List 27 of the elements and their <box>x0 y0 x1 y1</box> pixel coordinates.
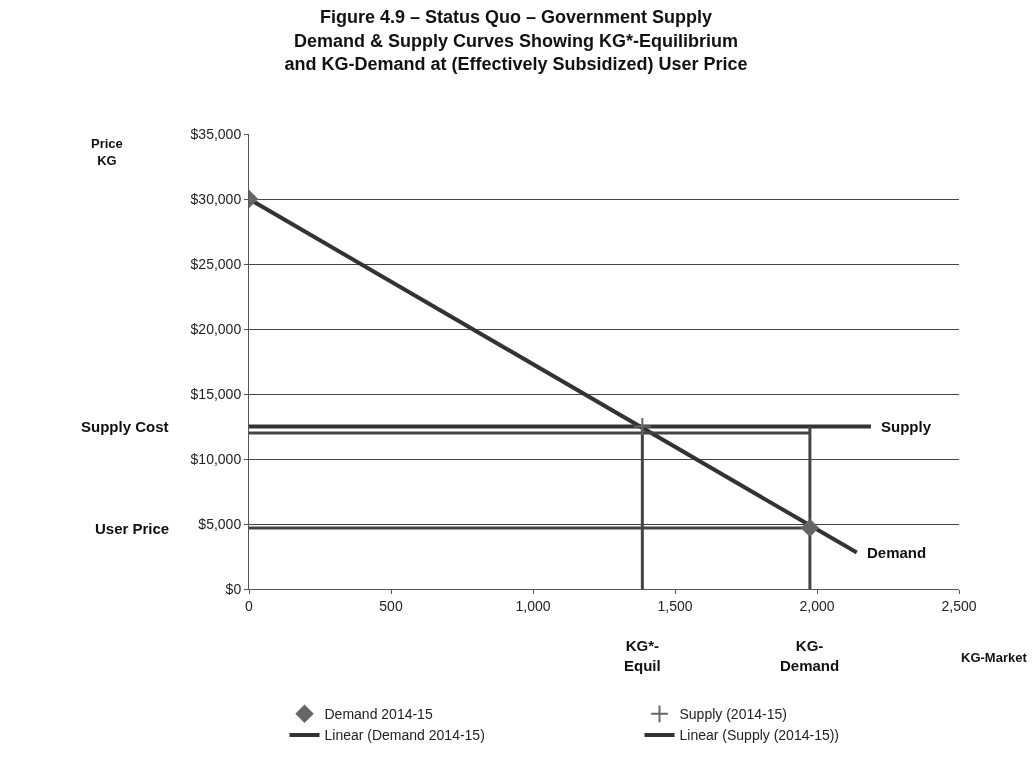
x-tick-label: 2,000 <box>799 597 835 614</box>
y-tick-label: $5,000 <box>198 515 242 532</box>
legend-label: Supply (2014-15) <box>679 706 787 723</box>
y-tick-label: $15,000 <box>190 385 242 402</box>
chart-title: Figure 4.9 – Status Quo – Government Supply Demand & Supply Curves Showing KG*-Equilibrium and KG-Demand at (Effectively Subsidized) User Price <box>284 7 748 75</box>
y-tick-label: $25,000 <box>190 255 242 272</box>
legend-label: Linear (Supply (2014-15)) <box>679 727 840 744</box>
x-tick-label: 0 <box>245 597 254 614</box>
text: KG- Demand <box>780 637 840 674</box>
y-tick-label: $30,000 <box>190 190 242 207</box>
x-tick-label: 1,500 <box>657 597 693 614</box>
text: Supply Cost <box>81 418 169 435</box>
y-tick-label: $20,000 <box>190 320 242 337</box>
x-tick-label: 500 <box>379 597 403 614</box>
text: User Price <box>95 520 170 537</box>
annotation: Demand <box>867 544 927 561</box>
x-tick-label: 2,500 <box>941 597 977 614</box>
legend-label: Demand 2014-15 <box>324 706 433 723</box>
y-tick-label: $35,000 <box>190 125 242 142</box>
x-axis-title: KG-Market <box>961 650 1028 665</box>
annotation: Supply <box>881 418 932 435</box>
y-tick-label: $10,000 <box>190 450 242 467</box>
y-tick-label: $0 <box>225 580 242 597</box>
text: Price KG <box>91 136 123 168</box>
legend-label: Linear (Demand 2014-15) <box>324 727 485 744</box>
text: KG*- Equil <box>624 637 661 674</box>
x-tick-label: 1,000 <box>515 597 551 614</box>
